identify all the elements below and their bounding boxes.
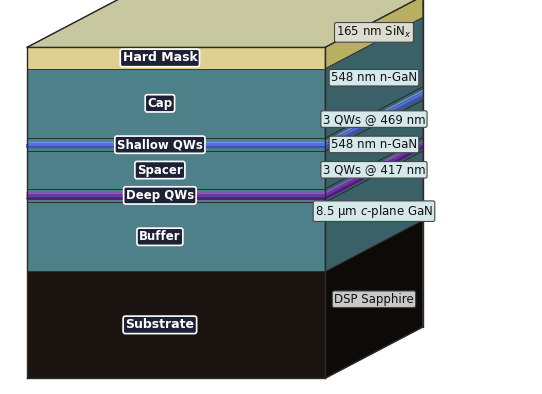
Polygon shape: [325, 100, 423, 189]
Text: Hard Mask: Hard Mask: [122, 52, 197, 65]
Text: DSP Sapphire: DSP Sapphire: [334, 293, 414, 306]
Polygon shape: [325, 0, 423, 69]
Polygon shape: [27, 151, 325, 189]
Text: 3 QWs @ 417 nm: 3 QWs @ 417 nm: [322, 163, 425, 176]
Polygon shape: [27, 138, 325, 151]
Polygon shape: [325, 220, 423, 378]
Polygon shape: [325, 17, 423, 138]
Text: Shallow QWs: Shallow QWs: [117, 138, 203, 151]
Text: 548 nm n-GaN: 548 nm n-GaN: [331, 71, 417, 84]
Polygon shape: [27, 69, 325, 138]
Polygon shape: [27, 0, 423, 47]
Polygon shape: [27, 189, 325, 202]
Polygon shape: [325, 87, 423, 151]
Text: Buffer: Buffer: [139, 230, 180, 243]
Text: Deep QWs: Deep QWs: [126, 189, 194, 202]
Polygon shape: [27, 271, 325, 378]
Polygon shape: [27, 47, 325, 69]
Polygon shape: [27, 202, 325, 271]
Text: 165 nm SiN$_x$: 165 nm SiN$_x$: [336, 24, 412, 41]
Text: 3 QWs @ 469 nm: 3 QWs @ 469 nm: [322, 113, 425, 126]
Text: Substrate: Substrate: [125, 318, 195, 331]
Text: Spacer: Spacer: [137, 164, 183, 177]
Text: 8.5 μm $c$-plane GaN: 8.5 μm $c$-plane GaN: [315, 203, 433, 220]
Polygon shape: [325, 138, 423, 202]
Text: Cap: Cap: [147, 97, 172, 110]
Polygon shape: [325, 151, 423, 271]
Text: 548 nm n-GaN: 548 nm n-GaN: [331, 138, 417, 151]
